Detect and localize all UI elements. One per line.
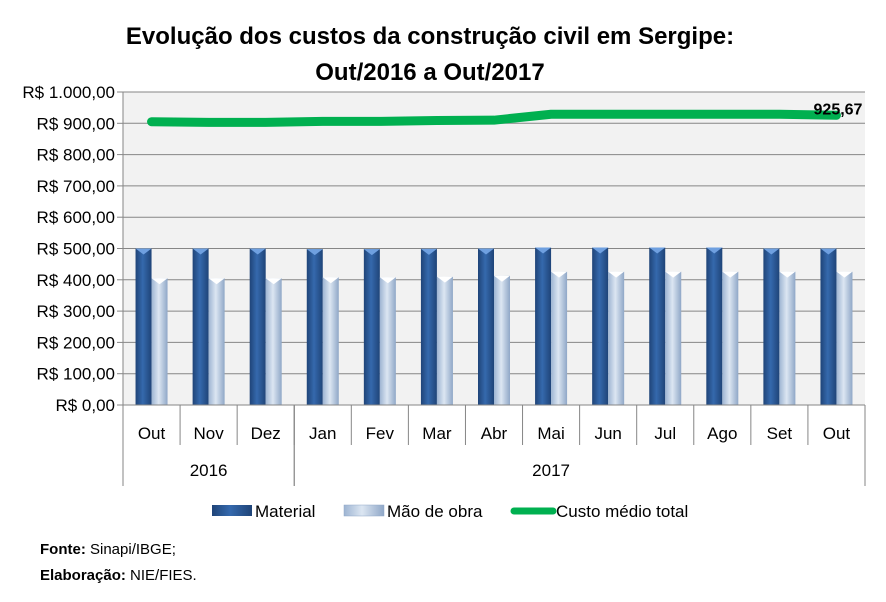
bar-material-cap bbox=[763, 248, 780, 255]
bar-mao-de-obra bbox=[779, 271, 796, 405]
y-tick-label: R$ 500,00 bbox=[37, 240, 115, 259]
y-tick-label: R$ 300,00 bbox=[37, 302, 115, 321]
bar-mao-de-obra bbox=[322, 277, 339, 405]
bar-mao-de-obra bbox=[608, 271, 625, 405]
bar-material-cap bbox=[535, 247, 552, 254]
bar-material-cap bbox=[192, 248, 209, 255]
bar-mao-de-obra bbox=[722, 271, 739, 405]
bar-material-cap bbox=[478, 248, 494, 255]
x-tick-label: Out bbox=[138, 424, 166, 443]
bar-material-cap bbox=[649, 247, 666, 254]
x-tick-label: Jan bbox=[309, 424, 336, 443]
y-tick-label: R$ 600,00 bbox=[37, 208, 115, 227]
legend: Material Mão de obra Custo médio total bbox=[212, 502, 688, 521]
bar-material-cap bbox=[820, 248, 837, 255]
year-group-label: 2016 bbox=[190, 461, 228, 480]
x-tick-label: Jun bbox=[594, 424, 621, 443]
bar-mao-de-obra-cap bbox=[551, 271, 568, 278]
bar-material-cap bbox=[363, 249, 380, 256]
bar-mao-de-obra-cap bbox=[494, 275, 510, 282]
bar-material bbox=[478, 248, 494, 405]
bar-mao-de-obra bbox=[665, 271, 682, 405]
bar-mao-de-obra bbox=[379, 277, 396, 405]
legend-swatch-mao-de-obra bbox=[343, 504, 385, 517]
y-tick-label: R$ 0,00 bbox=[55, 396, 115, 415]
bar-material-cap bbox=[135, 248, 152, 255]
bar-material bbox=[820, 248, 837, 405]
bar-material-cap bbox=[420, 248, 437, 255]
bar-mao-de-obra-cap bbox=[379, 277, 396, 284]
bar-mao-de-obra-cap bbox=[722, 271, 739, 278]
y-tick-label: R$ 200,00 bbox=[37, 333, 115, 352]
chart-title-line-1: Evolução dos custos da construção civil … bbox=[126, 23, 734, 50]
credit-label: Elaboração: bbox=[40, 567, 126, 584]
bar-mao-de-obra-cap bbox=[208, 278, 225, 285]
year-group-label: 2017 bbox=[532, 461, 570, 480]
x-tick-label: Set bbox=[767, 424, 793, 443]
bar-material-cap bbox=[306, 249, 323, 256]
legend-swatch-material bbox=[212, 505, 252, 516]
x-tick-label: Out bbox=[823, 424, 851, 443]
bar-mao-de-obra-cap bbox=[151, 278, 168, 285]
source-value: Sinapi/IBGE; bbox=[90, 541, 176, 558]
y-tick-label: R$ 700,00 bbox=[37, 177, 115, 196]
x-tick-label: Ago bbox=[707, 424, 737, 443]
credit-note: Elaboração: NIE/FIES. bbox=[40, 567, 197, 584]
bar-mao-de-obra bbox=[208, 278, 225, 405]
chart-title-line-2: Out/2016 a Out/2017 bbox=[315, 59, 544, 86]
x-tick-label: Abr bbox=[481, 424, 508, 443]
bar-material bbox=[363, 249, 380, 405]
legend-label-mao-de-obra: Mão de obra bbox=[387, 502, 483, 521]
bar-mao-de-obra bbox=[551, 271, 568, 405]
y-tick-label: R$ 900,00 bbox=[37, 114, 115, 133]
bar-mao-de-obra bbox=[151, 278, 168, 405]
bars bbox=[135, 247, 853, 405]
legend-label-material: Material bbox=[255, 502, 315, 521]
bar-material bbox=[649, 247, 666, 405]
bar-material-cap bbox=[706, 247, 723, 254]
bar-mao-de-obra bbox=[265, 278, 282, 405]
bar-material bbox=[192, 248, 209, 405]
x-tick-label: Dez bbox=[251, 424, 281, 443]
bar-mao-de-obra-cap bbox=[665, 271, 682, 278]
bar-material bbox=[135, 248, 152, 405]
x-axis: Out Nov Dez Jan Fev Mar Abr Mai Jun Jul Ago Set Out 2… bbox=[122, 404, 866, 486]
x-tick-label: Mar bbox=[422, 424, 452, 443]
bar-mao-de-obra bbox=[836, 271, 853, 405]
data-label: 925,67 bbox=[814, 101, 863, 118]
bar-mao-de-obra-cap bbox=[436, 276, 453, 283]
bar-mao-de-obra-cap bbox=[779, 271, 796, 278]
bar-mao-de-obra-cap bbox=[265, 278, 282, 285]
x-tick-label: Nov bbox=[193, 424, 224, 443]
source-label: Fonte: bbox=[40, 541, 86, 558]
y-axis: R$ 0,00 R$ 100,00 R$ 200,00 R$ 300,00 R$ 400… bbox=[22, 83, 124, 415]
line-custo-medio-total bbox=[147, 109, 841, 127]
bar-material bbox=[249, 248, 266, 405]
legend-label-custo-medio: Custo médio total bbox=[556, 502, 688, 521]
bar-material-cap bbox=[249, 248, 266, 255]
bar-material bbox=[592, 247, 609, 405]
bar-mao-de-obra-cap bbox=[322, 277, 339, 284]
bar-material bbox=[420, 248, 437, 405]
bar-mao-de-obra-cap bbox=[608, 271, 625, 278]
bar-material bbox=[306, 249, 323, 405]
x-tick-label: Mai bbox=[537, 424, 564, 443]
x-tick-label: Jul bbox=[654, 424, 676, 443]
source-note: Fonte: Sinapi/IBGE; bbox=[40, 541, 176, 558]
credit-value: NIE/FIES. bbox=[130, 567, 197, 584]
line-series: 925,67 bbox=[147, 101, 863, 127]
bar-mao-de-obra bbox=[494, 275, 510, 405]
bar-mao-de-obra-cap bbox=[836, 271, 853, 278]
bar-material bbox=[535, 247, 552, 405]
y-tick-label: R$ 400,00 bbox=[37, 271, 115, 290]
y-tick-label: R$ 100,00 bbox=[37, 365, 115, 384]
y-tick-label: R$ 1.000,00 bbox=[22, 83, 115, 102]
bar-mao-de-obra bbox=[436, 276, 453, 405]
x-tick-label: Fev bbox=[366, 424, 395, 443]
bar-material bbox=[706, 247, 723, 405]
bar-material bbox=[763, 248, 780, 405]
bar-material-cap bbox=[592, 247, 609, 254]
y-tick-label: R$ 800,00 bbox=[37, 146, 115, 165]
